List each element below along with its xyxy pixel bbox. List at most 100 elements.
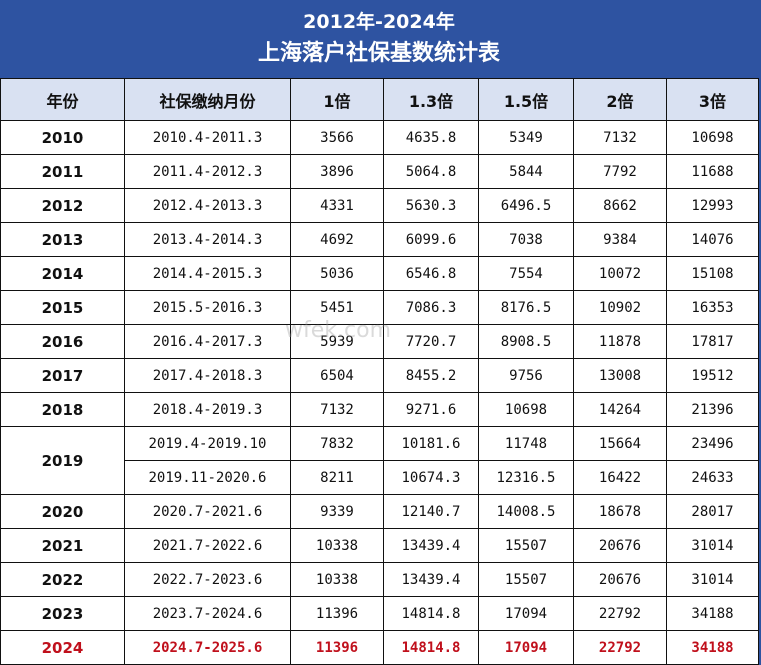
base-value-cell: 5036	[290, 256, 384, 291]
base-value-cell: 9384	[573, 222, 667, 257]
base-value-cell: 4635.8	[383, 120, 479, 155]
base-value-cell: 5451	[290, 290, 384, 325]
base-value-cell: 8455.2	[383, 358, 479, 393]
base-value-cell: 13439.4	[383, 528, 479, 563]
base-value-cell: 14008.5	[478, 494, 574, 529]
period-cell: 2015.5-2016.3	[124, 290, 291, 325]
base-value-cell: 11878	[573, 324, 667, 359]
base-value-cell: 12316.5	[478, 460, 574, 495]
base-value-cell: 9271.6	[383, 392, 479, 427]
year-cell: 2020	[0, 494, 125, 529]
year-cell: 2023	[0, 596, 125, 631]
base-value-cell: 3566	[290, 120, 384, 155]
year-cell: 2014	[0, 256, 125, 291]
table-row: 2012 2012.4-2013.3 4331 5630.3 6496.5 8662 129…	[0, 188, 759, 223]
period-cell: 2021.7-2022.6	[124, 528, 291, 563]
base-value-cell: 10072	[573, 256, 667, 291]
base-value-cell: 24633	[666, 460, 759, 495]
base-value-cell: 11748	[478, 426, 574, 461]
table-row: 2023 2023.7-2024.6 11396 14814.8 17094 22792 3…	[0, 596, 759, 631]
base-value-cell: 31014	[666, 562, 759, 597]
base-value-cell: 3896	[290, 154, 384, 189]
base-value-cell: 14814.8	[383, 596, 479, 631]
base-value-cell: 17094	[478, 596, 574, 631]
base-value-cell: 34188	[666, 630, 759, 665]
period-cell: 2019.4-2019.10	[124, 426, 291, 461]
year-cell: 2015	[0, 290, 125, 325]
base-value-cell: 8211	[290, 460, 384, 495]
base-value-cell: 14814.8	[383, 630, 479, 665]
base-value-cell: 5939	[290, 324, 384, 359]
base-value-cell: 16422	[573, 460, 667, 495]
year-cell: 2019	[0, 426, 125, 495]
table-row: 2024 2024.7-2025.6 11396 14814.8 17094 22792 3…	[0, 630, 759, 665]
table-row: 2022 2022.7-2023.6 10338 13439.4 15507 20676 3…	[0, 562, 759, 597]
year-cell: 2022	[0, 562, 125, 597]
column-header: 3倍	[666, 78, 759, 121]
table-row: 2016 2016.4-2017.3 5939 7720.7 8908.5 11878 17…	[0, 324, 759, 359]
year-cell: 2013	[0, 222, 125, 257]
base-value-cell: 19512	[666, 358, 759, 393]
year-cell: 2016	[0, 324, 125, 359]
period-cell: 2010.4-2011.3	[124, 120, 291, 155]
table-row: 2013 2013.4-2014.3 4692 6099.6 7038 9384 14076	[0, 222, 759, 257]
base-value-cell: 10674.3	[383, 460, 479, 495]
base-value-cell: 7720.7	[383, 324, 479, 359]
base-value-cell: 11396	[290, 596, 384, 631]
period-cell: 2014.4-2015.3	[124, 256, 291, 291]
base-value-cell: 18678	[573, 494, 667, 529]
base-value-cell: 7038	[478, 222, 574, 257]
base-value-cell: 14264	[573, 392, 667, 427]
table-row: 2021 2021.7-2022.6 10338 13439.4 15507 20676 3…	[0, 528, 759, 563]
base-value-cell: 7554	[478, 256, 574, 291]
base-value-cell: 4692	[290, 222, 384, 257]
column-header: 2倍	[573, 78, 667, 121]
year-cell: 2012	[0, 188, 125, 223]
base-value-cell: 9756	[478, 358, 574, 393]
table-row: 2019 2019.4-2019.10 7832 10181.6 11748 15664 2…	[0, 426, 759, 495]
period-cell: 2013.4-2014.3	[124, 222, 291, 257]
year-cell: 2024	[0, 630, 125, 665]
base-value-cell: 10181.6	[383, 426, 479, 461]
base-value-cell: 17817	[666, 324, 759, 359]
base-value-cell: 13439.4	[383, 562, 479, 597]
base-value-cell: 8176.5	[478, 290, 574, 325]
base-value-cell: 5630.3	[383, 188, 479, 223]
base-value-cell: 23496	[666, 426, 759, 461]
period-cell: 2016.4-2017.3	[124, 324, 291, 359]
base-value-cell: 10698	[478, 392, 574, 427]
period-cell: 2017.4-2018.3	[124, 358, 291, 393]
title-line-1: 2012年-2024年	[303, 11, 455, 33]
base-value-cell: 21396	[666, 392, 759, 427]
base-value-cell: 7132	[290, 392, 384, 427]
base-value-cell: 5064.8	[383, 154, 479, 189]
base-value-cell: 5349	[478, 120, 574, 155]
year-cell: 2011	[0, 154, 125, 189]
base-value-cell: 15507	[478, 528, 574, 563]
year-cell: 2010	[0, 120, 125, 155]
year-cell: 2021	[0, 528, 125, 563]
table-row: 2010 2010.4-2011.3 3566 4635.8 5349 7132 10698	[0, 120, 759, 155]
column-header: 年份	[0, 78, 125, 121]
base-value-cell: 6099.6	[383, 222, 479, 257]
base-value-cell: 5844	[478, 154, 574, 189]
base-value-cell: 12140.7	[383, 494, 479, 529]
base-value-cell: 7086.3	[383, 290, 479, 325]
base-value-cell: 16353	[666, 290, 759, 325]
base-value-cell: 6546.8	[383, 256, 479, 291]
column-header: 1.3倍	[383, 78, 479, 121]
base-value-cell: 14076	[666, 222, 759, 257]
table-row: 2011 2011.4-2012.3 3896 5064.8 5844 7792 11688	[0, 154, 759, 189]
period-cell: 2012.4-2013.3	[124, 188, 291, 223]
base-value-cell: 4331	[290, 188, 384, 223]
column-header-row: 年份 社保缴纳月份 1倍 1.3倍 1.5倍 2倍 3倍	[0, 78, 759, 121]
base-value-cell: 8908.5	[478, 324, 574, 359]
base-value-cell: 17094	[478, 630, 574, 665]
base-value-cell: 15108	[666, 256, 759, 291]
base-value-cell: 22792	[573, 596, 667, 631]
social-security-base-table: 年份 社保缴纳月份 1倍 1.3倍 1.5倍 2倍 3倍 2010 2010.4-2011.3…	[0, 78, 759, 665]
base-value-cell: 15664	[573, 426, 667, 461]
year-cell: 2018	[0, 392, 125, 427]
period-cell: 2024.7-2025.6	[124, 630, 291, 665]
year-cell: 2017	[0, 358, 125, 393]
